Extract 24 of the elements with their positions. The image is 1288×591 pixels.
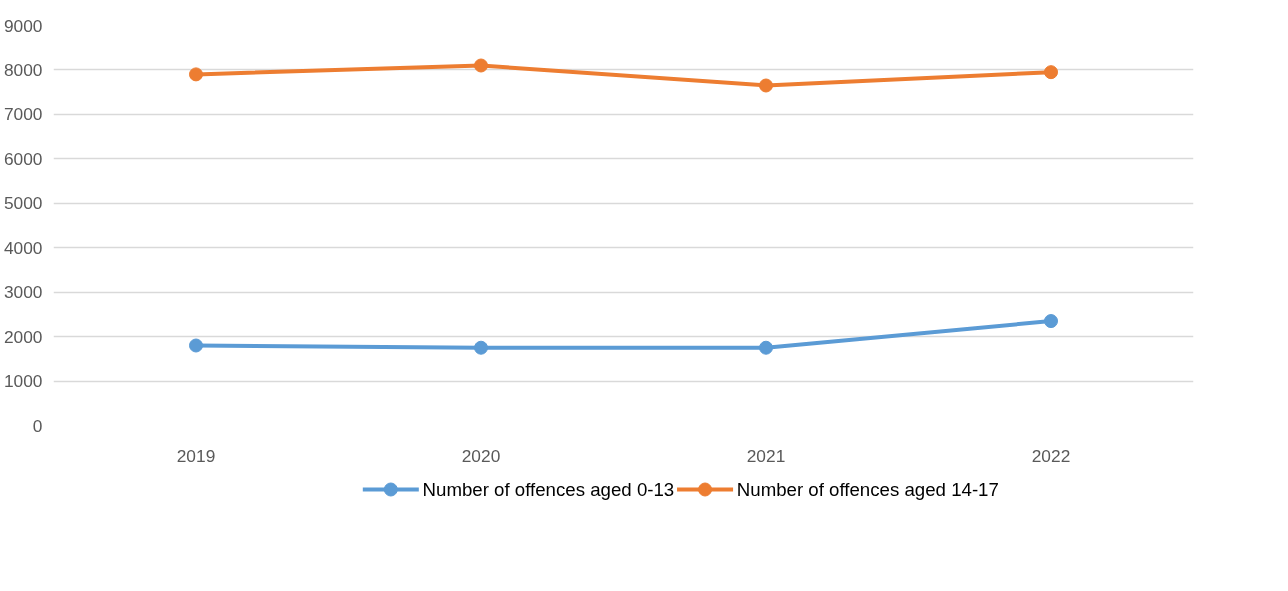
y-tick-label: 9000 <box>3 15 43 36</box>
y-tick-label: 1000 <box>3 371 43 392</box>
point <box>189 338 203 353</box>
y-tick-label: 8000 <box>3 59 43 80</box>
y-tick-label: 4000 <box>3 237 43 258</box>
point <box>1044 314 1058 329</box>
legend-label: Number of offences aged 0-13 <box>422 479 675 500</box>
y-tick-label: 3000 <box>3 282 43 303</box>
point <box>1044 65 1058 80</box>
y-tick-label: 2000 <box>3 326 43 347</box>
point <box>474 340 488 355</box>
x-tick-label: 2022 <box>1031 445 1071 466</box>
y-tick-label: 0 <box>32 415 43 436</box>
x-tick-label: 2021 <box>746 445 786 466</box>
point <box>759 340 773 355</box>
point <box>474 58 488 73</box>
point <box>189 67 203 82</box>
y-tick-label: 6000 <box>3 148 43 169</box>
legend-label: Number of offences aged 14-17 <box>736 479 999 500</box>
point <box>759 78 773 93</box>
x-tick-label: 2019 <box>176 445 216 466</box>
y-tick-label: 5000 <box>3 193 43 214</box>
y-tick-label: 7000 <box>3 104 43 125</box>
x-tick-label: 2020 <box>461 445 501 466</box>
